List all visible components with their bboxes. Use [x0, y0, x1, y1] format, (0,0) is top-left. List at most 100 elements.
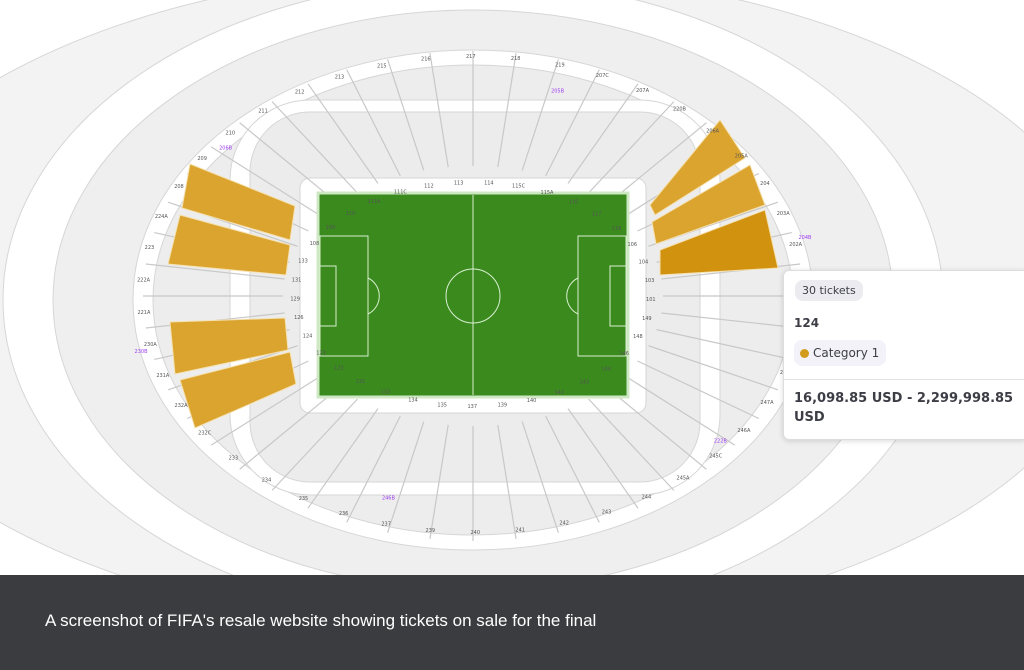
- stand-divider: [346, 415, 401, 523]
- section-label: 230B: [135, 349, 149, 355]
- stand-divider: [545, 69, 600, 177]
- section-label: 103: [645, 278, 655, 284]
- ticket-count-badge: 30 tickets: [795, 280, 863, 301]
- stand-divider: [145, 263, 285, 280]
- section-label: 111C: [394, 190, 408, 196]
- section-label: 118: [612, 226, 622, 232]
- section-label: 207A: [636, 88, 650, 94]
- section-label: 245C: [709, 453, 723, 459]
- section-label: 129: [290, 296, 300, 302]
- available-sections[interactable]: [167, 119, 779, 429]
- section-label: 203A: [777, 211, 791, 217]
- section-label: 221A: [137, 310, 151, 316]
- section-205A: [181, 163, 296, 241]
- stand-divider: [606, 387, 707, 470]
- section-label: 210: [226, 131, 236, 137]
- stand-divider: [497, 53, 517, 168]
- stand-divider: [271, 398, 358, 491]
- section-label: 216: [421, 56, 431, 62]
- section-label: 140: [527, 398, 537, 404]
- section-label: 206B: [219, 146, 233, 152]
- section-label: 135: [437, 402, 447, 408]
- section-label: 242: [559, 521, 569, 527]
- stadium-seat-map[interactable]: 208 209 210 211 212 213 215 216 217 218 219 207C 207…: [0, 0, 1024, 575]
- stand-divider: [346, 69, 401, 177]
- section-124: [659, 209, 779, 276]
- section-label: 232A: [175, 403, 189, 409]
- section-label: 115A: [541, 190, 555, 196]
- section-label: 123: [316, 350, 326, 356]
- section-label: 208: [174, 184, 184, 190]
- section-tooltip: 30 tickets 124 Category 1 16,098.85 USD …: [783, 270, 1024, 440]
- stand-divider: [637, 360, 760, 420]
- section-label: 143: [579, 379, 589, 385]
- section-label: 220B: [673, 106, 687, 112]
- stand-divider: [623, 374, 736, 446]
- section-label: 246A: [737, 428, 751, 434]
- stand-divider: [239, 387, 340, 470]
- category-badge: Category 1: [794, 340, 887, 366]
- stand-divider: [521, 421, 559, 533]
- section-label: 133: [381, 390, 391, 396]
- stand-divider: [521, 59, 559, 171]
- section-label: 233: [229, 456, 239, 462]
- section-label: 204: [760, 181, 770, 187]
- price-range: 16,098.85 USD - 2,299,998.85 USD: [794, 391, 1014, 425]
- section-label: 237: [381, 522, 391, 528]
- section-label: 124: [303, 333, 313, 339]
- stand-divider: [271, 101, 358, 194]
- section-label: 106: [628, 242, 638, 248]
- section-203A: [167, 214, 291, 276]
- stand-divider: [387, 59, 425, 171]
- section-label: 207C: [596, 73, 610, 79]
- caption-text: A screenshot of FIFA's resale website sh…: [45, 611, 597, 630]
- section-label: 122: [334, 366, 344, 372]
- stand-divider: [588, 101, 675, 194]
- stand-divider: [656, 329, 792, 360]
- stand-divider: [239, 122, 340, 205]
- section-label: 115C: [512, 184, 526, 190]
- stand-divider: [567, 408, 639, 509]
- stand-divider: [545, 415, 600, 523]
- stand-divider: [497, 424, 517, 539]
- section-label: 239: [426, 528, 436, 534]
- section-label: 117: [592, 211, 602, 217]
- stand-divider: [429, 424, 449, 539]
- section-label: 205B: [551, 88, 565, 94]
- section-label: 223: [145, 245, 155, 251]
- section-label: 224A: [155, 214, 169, 220]
- stand-divider: [567, 83, 639, 184]
- section-label: 110: [346, 211, 356, 217]
- section-label: 204B: [798, 235, 812, 241]
- stand-divider: [387, 421, 425, 533]
- section-label: 101: [646, 297, 656, 303]
- section-label: 219: [555, 62, 565, 68]
- stand-divider: [648, 345, 779, 391]
- section-label: 243: [602, 510, 612, 516]
- section-label: 213: [335, 74, 345, 80]
- category-label: Category 1: [813, 346, 880, 360]
- section-label: 126: [294, 315, 304, 321]
- stand-divider: [588, 398, 675, 491]
- divider: [784, 379, 1024, 380]
- section-label: 131: [292, 277, 302, 283]
- section-label: 202A: [789, 242, 803, 248]
- category-dot-icon: [800, 348, 809, 358]
- section-label: 149: [642, 316, 652, 322]
- section-label: 209: [197, 156, 207, 162]
- section-label: 121: [356, 379, 366, 385]
- section-label: 222A: [137, 277, 151, 283]
- section-label: 244: [642, 495, 652, 501]
- section-label: 205A: [735, 153, 749, 159]
- section-label: 212: [295, 89, 305, 95]
- section-label: 232C: [198, 431, 212, 437]
- section-label: 247A: [761, 400, 775, 406]
- section-247A: [179, 351, 297, 429]
- stand-divider: [606, 122, 707, 205]
- pitch: [316, 191, 630, 399]
- section-label: 104: [639, 260, 649, 266]
- section-label: 218: [511, 56, 521, 62]
- section-label: 215: [377, 63, 387, 69]
- section-label: 113: [454, 180, 464, 186]
- section-label: 142: [554, 390, 564, 396]
